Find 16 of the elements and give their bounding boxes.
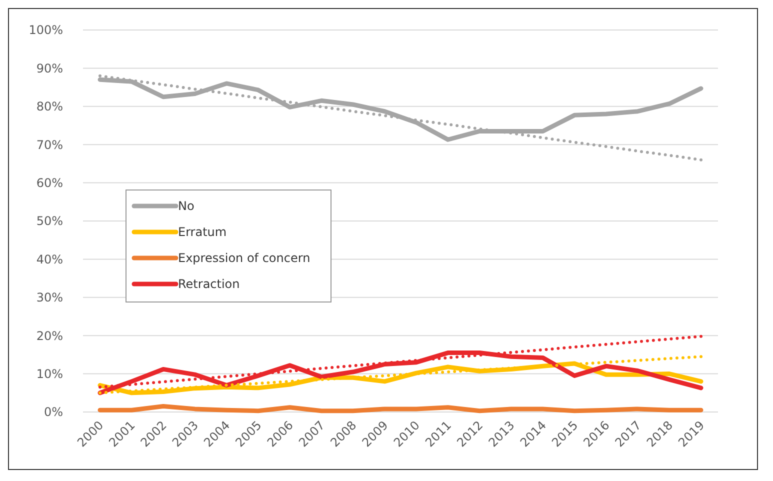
- y-tick-label: 100%: [28, 23, 63, 38]
- legend-label: Erratum: [178, 225, 227, 240]
- y-tick-label: 20%: [36, 328, 63, 343]
- legend-label: Expression of concern: [178, 251, 310, 266]
- y-tick-label: 80%: [36, 100, 63, 114]
- line-series: [98, 74, 702, 162]
- y-tick-label: 50%: [36, 214, 63, 228]
- legend-label: Retraction: [178, 277, 240, 292]
- y-tick-label: 30%: [36, 290, 63, 305]
- y-tick-label: 0%: [44, 405, 63, 420]
- legend-label: No: [178, 199, 194, 214]
- y-tick-label: 90%: [36, 61, 63, 76]
- y-tick-label: 70%: [36, 138, 63, 152]
- y-tick-label: 40%: [36, 252, 63, 266]
- y-tick-label: 60%: [36, 176, 63, 190]
- y-tick-label: 10%: [36, 367, 63, 381]
